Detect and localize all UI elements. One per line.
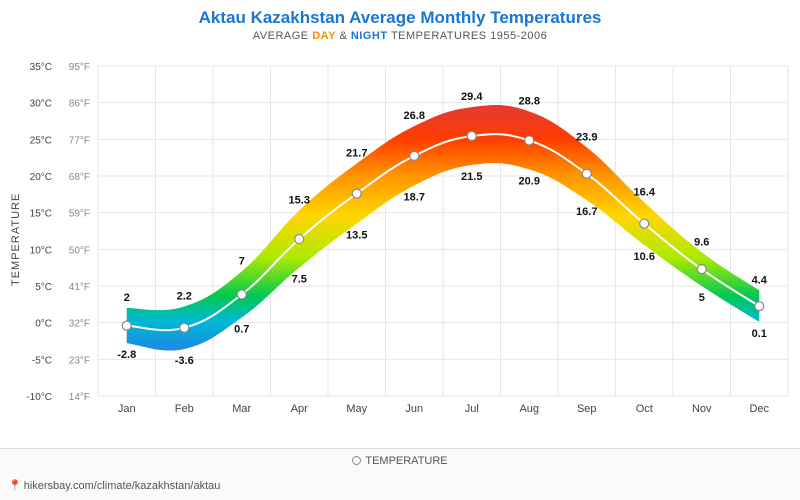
night-value-label: 5 (699, 292, 705, 304)
day-value-label: 15.3 (289, 194, 310, 206)
svg-text:Dec: Dec (749, 403, 769, 415)
day-value-label: 7 (239, 255, 245, 267)
chart-plot: TEMPERATURE -10°C 14°F -5°C 23°F 0°C 32°F 5°C 4… (0, 48, 800, 448)
night-value-label: -2.8 (117, 349, 136, 361)
night-value-label: 0.7 (234, 324, 249, 336)
night-value-label: 18.7 (404, 192, 425, 204)
chart-svg: -10°C 14°F -5°C 23°F 0°C 32°F 5°C 41°F 10°C 50°F 1… (0, 48, 800, 448)
svg-text:32°F: 32°F (69, 319, 90, 330)
night-value-label: 16.7 (576, 206, 597, 218)
svg-text:14°F: 14°F (69, 392, 90, 403)
svg-text:25°C: 25°C (30, 135, 52, 146)
day-value-label: 26.8 (404, 110, 425, 122)
svg-text:Jan: Jan (118, 403, 136, 415)
legend-label: TEMPERATURE (365, 455, 447, 467)
night-value-label: 13.5 (346, 230, 367, 242)
svg-text:23°F: 23°F (69, 355, 90, 366)
svg-text:77°F: 77°F (69, 135, 90, 146)
svg-text:95°F: 95°F (69, 62, 90, 73)
svg-text:50°F: 50°F (69, 245, 90, 256)
legend: TEMPERATURE (0, 449, 800, 467)
y-axis-title: TEMPERATURE (10, 193, 22, 286)
svg-text:68°F: 68°F (69, 172, 90, 183)
svg-text:Apr: Apr (291, 403, 308, 415)
svg-text:Feb: Feb (175, 403, 194, 415)
chart-title: Aktau Kazakhstan Average Monthly Tempera… (0, 8, 800, 28)
svg-text:41°F: 41°F (69, 282, 90, 293)
svg-text:86°F: 86°F (69, 99, 90, 110)
svg-text:5°C: 5°C (35, 282, 52, 293)
svg-text:Jun: Jun (405, 403, 423, 415)
svg-text:May: May (346, 403, 367, 415)
svg-text:Aug: Aug (519, 403, 539, 415)
svg-text:0°C: 0°C (35, 319, 52, 330)
day-value-label: 21.7 (346, 148, 367, 160)
day-value-label: 23.9 (576, 131, 597, 143)
svg-text:-5°C: -5°C (32, 355, 52, 366)
svg-text:30°C: 30°C (30, 99, 52, 110)
svg-text:20°C: 20°C (30, 172, 52, 183)
day-value-label: 4.4 (752, 274, 768, 286)
svg-text:Oct: Oct (636, 403, 653, 415)
svg-text:10°C: 10°C (30, 245, 52, 256)
svg-text:-10°C: -10°C (26, 392, 52, 403)
legend-marker-icon (352, 456, 361, 465)
svg-text:Jul: Jul (465, 403, 479, 415)
svg-text:Nov: Nov (692, 403, 712, 415)
svg-text:35°C: 35°C (30, 62, 52, 73)
day-value-label: 2.2 (177, 291, 192, 303)
svg-text:15°C: 15°C (30, 209, 52, 220)
map-pin-icon: 📍 (8, 480, 22, 492)
svg-text:Mar: Mar (232, 403, 251, 415)
night-value-label: 7.5 (292, 274, 307, 286)
night-value-label: 20.9 (519, 175, 540, 187)
day-value-label: 2 (124, 292, 130, 304)
day-value-label: 16.4 (634, 186, 656, 198)
day-value-label: 9.6 (694, 236, 709, 248)
night-value-label: 0.1 (752, 328, 767, 340)
credit-link[interactable]: 📍hikersbay.com/climate/kazakhstan/aktau (8, 479, 220, 492)
night-value-label: 10.6 (634, 251, 655, 263)
svg-text:59°F: 59°F (69, 209, 90, 220)
day-value-label: 28.8 (519, 95, 540, 107)
chart-subtitle: AVERAGE DAY & NIGHT TEMPERATURES 1955-20… (0, 30, 800, 42)
day-value-label: 29.4 (461, 91, 483, 103)
svg-text:Sep: Sep (577, 403, 597, 415)
night-value-label: -3.6 (175, 355, 194, 367)
night-value-label: 21.5 (461, 171, 482, 183)
